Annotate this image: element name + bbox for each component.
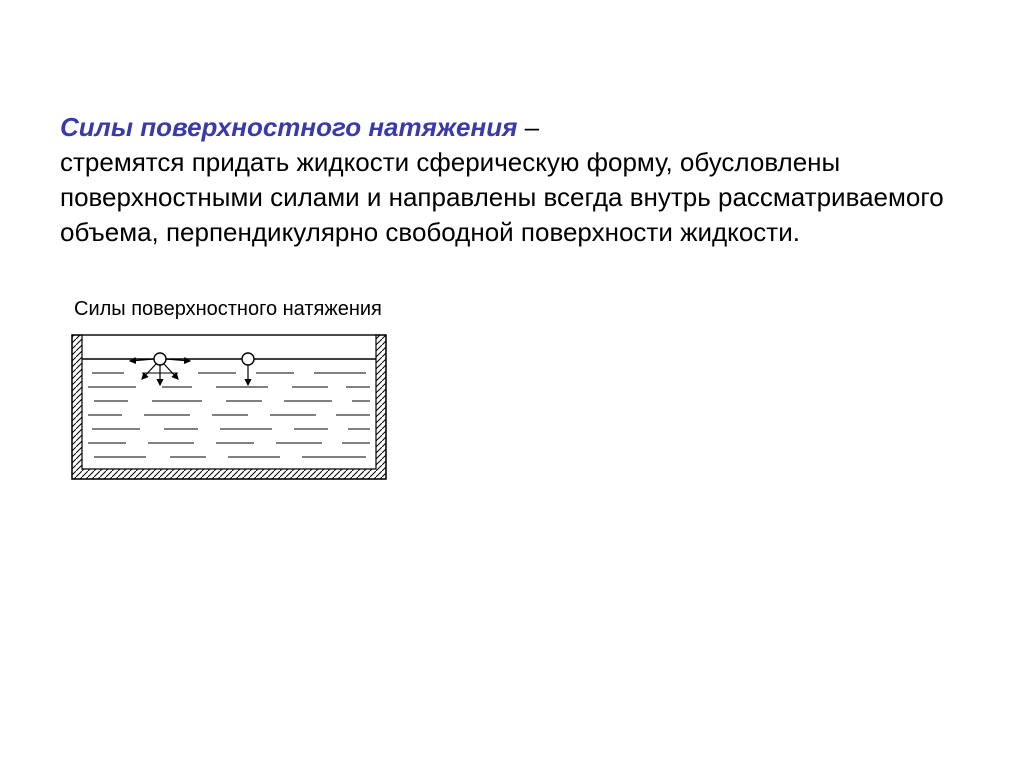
diagram-svg <box>70 333 388 481</box>
term-dash: – <box>517 112 539 142</box>
surface-tension-diagram <box>70 333 964 486</box>
liquid-dashes <box>88 373 370 457</box>
slide: Силы поверхностного натяжения – стремятс… <box>0 0 1024 767</box>
molecule-right <box>242 353 254 385</box>
definition-paragraph: Силы поверхностного натяжения – стремятс… <box>60 110 964 250</box>
definition-body: стремятся придать жидкости сферическую ф… <box>60 147 944 247</box>
term-title: Силы поверхностного натяжения <box>60 112 517 142</box>
figure-caption: Силы поверхностного натяжения <box>74 298 964 321</box>
molecule-left <box>130 353 190 385</box>
